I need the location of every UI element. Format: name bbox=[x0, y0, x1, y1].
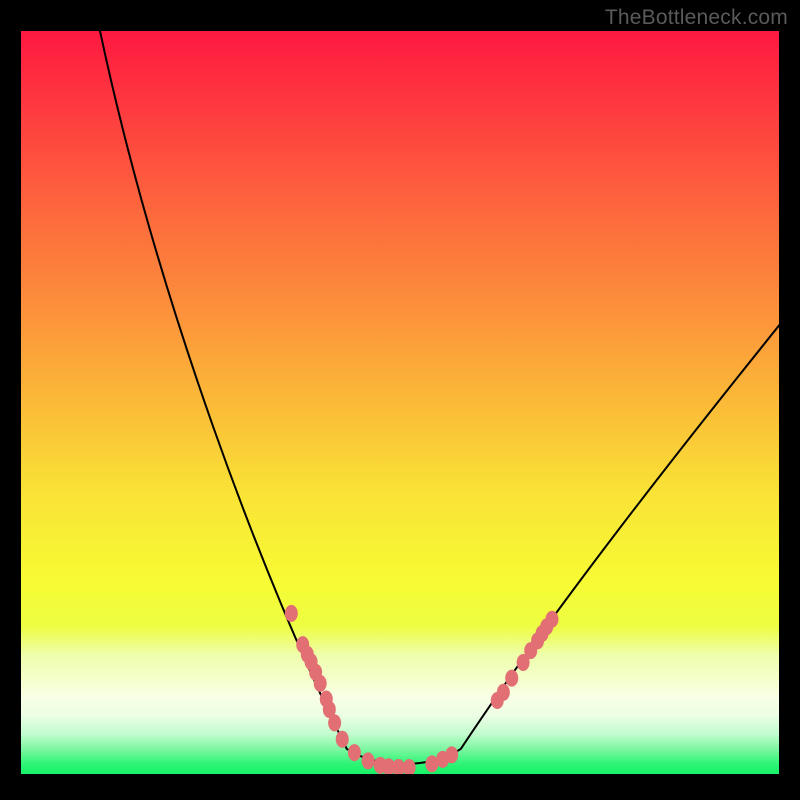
bottleneck-chart-svg bbox=[0, 0, 800, 800]
marker-dot bbox=[497, 684, 510, 701]
marker-dot bbox=[505, 670, 518, 687]
marker-dot bbox=[336, 731, 349, 748]
marker-dot bbox=[285, 605, 298, 622]
chart-root: TheBottleneck.com bbox=[0, 0, 800, 800]
gradient-background bbox=[20, 30, 780, 775]
marker-dot bbox=[348, 744, 361, 761]
marker-dot bbox=[403, 759, 416, 776]
marker-dot bbox=[314, 675, 327, 692]
marker-dot bbox=[362, 752, 375, 769]
watermark-text: TheBottleneck.com bbox=[605, 6, 788, 30]
marker-dot bbox=[445, 746, 458, 763]
marker-dot bbox=[546, 611, 559, 628]
marker-dot bbox=[328, 714, 341, 731]
